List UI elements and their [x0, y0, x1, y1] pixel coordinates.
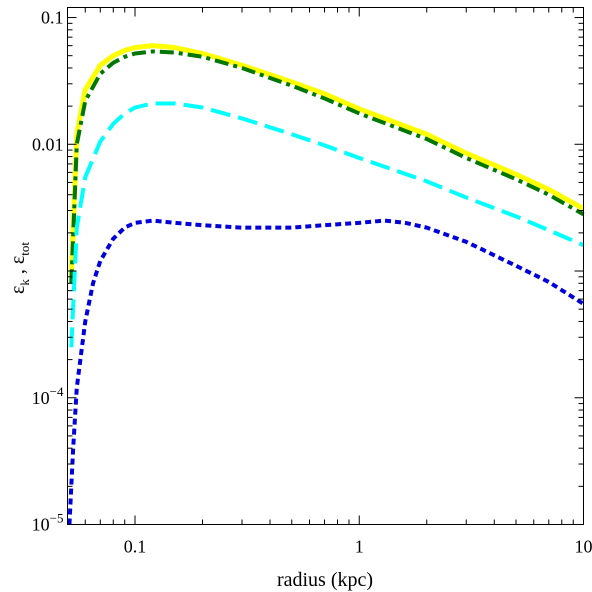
x-tick-label: 1: [355, 537, 364, 557]
y-axis-title-sep: ,: [7, 264, 29, 279]
y-axis-title-sub2: tot: [17, 242, 32, 256]
series-line-3: [69, 101, 585, 348]
x-tick-label: 10: [575, 537, 592, 557]
y-axis-title-main2: ε: [7, 256, 29, 264]
tick-labels-layer: 0.1 1 10 10−5 10−4 0.01 0.1: [32, 8, 592, 557]
y-axis-title: εk , εtot: [7, 242, 32, 294]
y-tick-label: 10−4: [32, 384, 64, 408]
y-tick-label: 10−5: [32, 511, 64, 535]
series-layer: [67, 43, 585, 525]
ticks-layer: [67, 7, 584, 525]
y-tick-label: 0.01: [32, 134, 64, 154]
y-tick-label: 0.1: [41, 8, 64, 28]
plot-frame: [67, 7, 584, 525]
x-tick-label: 0.1: [124, 537, 147, 557]
series-line-1: [68, 43, 585, 277]
y-axis-title-main: ε: [7, 286, 29, 294]
x-axis-title: radius (kpc): [277, 569, 373, 591]
series-line-2: [69, 49, 585, 284]
y-axis-title-sub1: k: [17, 279, 32, 286]
series-line-4: [67, 218, 585, 525]
